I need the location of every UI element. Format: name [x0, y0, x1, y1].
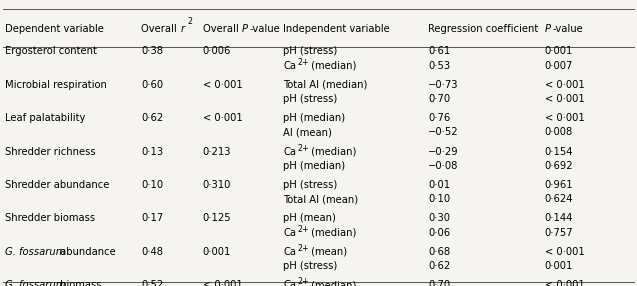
Text: Leaf palatability: Leaf palatability — [5, 113, 85, 123]
Text: P: P — [545, 24, 550, 33]
Text: 0·70: 0·70 — [428, 94, 450, 104]
Text: Ca: Ca — [283, 247, 296, 257]
Text: 0·10: 0·10 — [141, 180, 164, 190]
Text: Shredder abundance: Shredder abundance — [5, 180, 110, 190]
Text: 0·13: 0·13 — [141, 147, 164, 157]
Text: < 0·001: < 0·001 — [545, 247, 584, 257]
Text: Ca: Ca — [283, 228, 296, 238]
Text: 2+: 2+ — [297, 58, 309, 67]
Text: 0·61: 0·61 — [428, 46, 450, 56]
Text: (median): (median) — [308, 280, 356, 286]
Text: 0·53: 0·53 — [428, 61, 450, 71]
Text: 0·125: 0·125 — [203, 213, 231, 223]
Text: 0·310: 0·310 — [203, 180, 231, 190]
Text: 2+: 2+ — [297, 225, 309, 234]
Text: < 0·001: < 0·001 — [545, 113, 584, 123]
Text: -value: -value — [249, 24, 280, 33]
Text: (mean): (mean) — [308, 247, 347, 257]
Text: 2+: 2+ — [297, 277, 309, 286]
Text: 0·60: 0·60 — [141, 80, 164, 90]
Text: pH (median): pH (median) — [283, 113, 346, 123]
Text: 0·06: 0·06 — [428, 228, 450, 238]
Text: −0·52: −0·52 — [428, 128, 459, 138]
Text: pH (stress): pH (stress) — [283, 261, 338, 271]
Text: 0·008: 0·008 — [545, 128, 573, 138]
Text: 0·70: 0·70 — [428, 280, 450, 286]
Text: Total Al (median): Total Al (median) — [283, 80, 368, 90]
Text: Dependent variable: Dependent variable — [5, 24, 104, 33]
Text: Ca: Ca — [283, 280, 296, 286]
Text: Ca: Ca — [283, 61, 296, 71]
Text: −0·29: −0·29 — [428, 147, 459, 157]
Text: −0·73: −0·73 — [428, 80, 459, 90]
Text: < 0·001: < 0·001 — [545, 94, 584, 104]
Text: 0·007: 0·007 — [545, 61, 573, 71]
Text: < 0·001: < 0·001 — [203, 113, 242, 123]
Text: 0·38: 0·38 — [141, 46, 164, 56]
Text: Shredder biomass: Shredder biomass — [5, 213, 95, 223]
Text: abundance: abundance — [57, 247, 116, 257]
Text: 0·001: 0·001 — [545, 46, 573, 56]
Text: 0·52: 0·52 — [141, 280, 164, 286]
Text: 0·692: 0·692 — [545, 161, 573, 171]
Text: biomass: biomass — [57, 280, 102, 286]
Text: 0·961: 0·961 — [545, 180, 573, 190]
Text: 0·154: 0·154 — [545, 147, 573, 157]
Text: Overall: Overall — [203, 24, 241, 33]
Text: 0·001: 0·001 — [545, 261, 573, 271]
Text: 0·62: 0·62 — [428, 261, 450, 271]
Text: Overall: Overall — [141, 24, 180, 33]
Text: -value: -value — [553, 24, 583, 33]
Text: G. fossarum: G. fossarum — [5, 247, 66, 257]
Text: Microbial respiration: Microbial respiration — [5, 80, 107, 90]
Text: 0·213: 0·213 — [203, 147, 231, 157]
Text: 2+: 2+ — [297, 244, 309, 253]
Text: (median): (median) — [308, 228, 356, 238]
Text: Ergosterol content: Ergosterol content — [5, 46, 97, 56]
Text: 2+: 2+ — [297, 144, 309, 153]
Text: pH (mean): pH (mean) — [283, 213, 336, 223]
Text: Al (mean): Al (mean) — [283, 128, 333, 138]
Text: 0·144: 0·144 — [545, 213, 573, 223]
Text: 0·01: 0·01 — [428, 180, 450, 190]
Text: P: P — [242, 24, 248, 33]
Text: pH (stress): pH (stress) — [283, 180, 338, 190]
Text: 2: 2 — [188, 17, 193, 26]
Text: 0·757: 0·757 — [545, 228, 573, 238]
Text: Ca: Ca — [283, 147, 296, 157]
Text: 0·17: 0·17 — [141, 213, 164, 223]
Text: Independent variable: Independent variable — [283, 24, 390, 33]
Text: pH (stress): pH (stress) — [283, 46, 338, 56]
Text: G. fossarum: G. fossarum — [5, 280, 66, 286]
Text: 0·006: 0·006 — [203, 46, 231, 56]
Text: < 0·001: < 0·001 — [203, 80, 242, 90]
Text: 0·001: 0·001 — [203, 247, 231, 257]
Text: pH (median): pH (median) — [283, 161, 346, 171]
Text: 0·10: 0·10 — [428, 194, 450, 204]
Text: 0·624: 0·624 — [545, 194, 573, 204]
Text: < 0·001: < 0·001 — [545, 80, 584, 90]
Text: 0·30: 0·30 — [428, 213, 450, 223]
Text: 0·76: 0·76 — [428, 113, 450, 123]
Text: 0·48: 0·48 — [141, 247, 164, 257]
Text: < 0·001: < 0·001 — [203, 280, 242, 286]
Text: Shredder richness: Shredder richness — [5, 147, 96, 157]
Text: Regression coefficient: Regression coefficient — [428, 24, 538, 33]
Text: 0·62: 0·62 — [141, 113, 164, 123]
Text: Total Al (mean): Total Al (mean) — [283, 194, 359, 204]
Text: pH (stress): pH (stress) — [283, 94, 338, 104]
Text: (median): (median) — [308, 61, 356, 71]
Text: < 0·001: < 0·001 — [545, 280, 584, 286]
Text: r: r — [181, 24, 185, 33]
Text: (median): (median) — [308, 147, 356, 157]
Text: 0·68: 0·68 — [428, 247, 450, 257]
Text: −0·08: −0·08 — [428, 161, 459, 171]
